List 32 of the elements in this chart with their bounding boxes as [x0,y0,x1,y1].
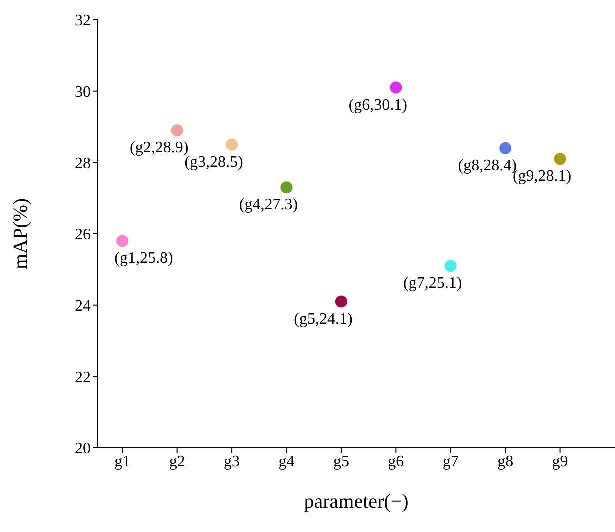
data-label: (g1,25.8) [114,250,174,268]
x-tick-label: g3 [224,453,240,470]
y-tick-label: 30 [75,84,91,102]
x-tick-label: g9 [552,453,568,470]
point [500,142,512,154]
data-label: (g6,30.1) [348,96,408,114]
point [554,153,566,166]
x-tick-label: g2 [169,453,186,470]
point [226,138,238,151]
x-tick-label: g6 [388,453,404,470]
point [444,260,457,272]
data-label: (g4,27.3) [239,196,298,214]
y-tick-label: 26 [75,226,91,244]
x-tick-label: g1 [114,453,131,470]
x-tick-label: g4 [278,453,295,470]
y-tick-label: 32 [75,12,91,30]
point [171,124,184,137]
y-tick-label: 28 [75,155,91,172]
point [280,182,293,194]
data-label: (g5,24.1) [294,310,353,328]
y-tick-label: 24 [75,298,91,316]
point [116,235,129,248]
point [335,296,348,308]
x-axis-title: parameter(−) [304,491,409,513]
y-tick-label: 22 [75,369,91,386]
y-tick-label: 20 [75,440,91,458]
y-axis-title: mAP(%) [10,198,32,270]
point [390,82,402,94]
x-tick-label: g5 [333,453,350,470]
x-tick-label: g7 [442,453,459,470]
data-label: (g7,25.1) [404,275,462,292]
x-tick-label: g8 [498,453,514,470]
